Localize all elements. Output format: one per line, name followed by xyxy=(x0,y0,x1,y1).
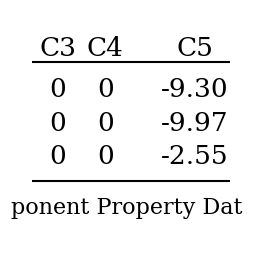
Text: -2.55: -2.55 xyxy=(161,144,229,169)
Text: C4: C4 xyxy=(87,36,124,61)
Text: 0: 0 xyxy=(49,144,66,169)
Text: ponent Property Dat: ponent Property Dat xyxy=(12,197,243,219)
Text: -9.30: -9.30 xyxy=(161,77,229,102)
Text: 0: 0 xyxy=(49,77,66,102)
Text: C5: C5 xyxy=(176,36,213,61)
Text: C3: C3 xyxy=(39,36,76,61)
Text: 0: 0 xyxy=(97,77,114,102)
Text: 0: 0 xyxy=(97,144,114,169)
Text: 0: 0 xyxy=(97,111,114,136)
Text: 0: 0 xyxy=(49,111,66,136)
Text: -9.97: -9.97 xyxy=(161,111,229,136)
